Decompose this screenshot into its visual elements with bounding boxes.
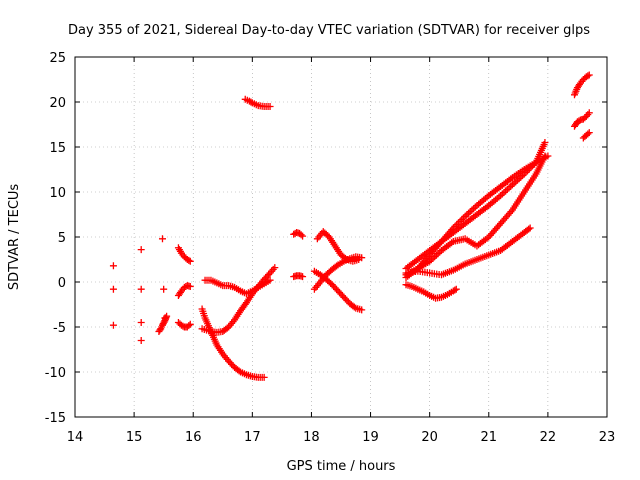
data-point bbox=[525, 225, 533, 233]
data-point bbox=[160, 285, 168, 293]
data-point bbox=[186, 257, 194, 265]
y-tick-label: -15 bbox=[45, 411, 66, 426]
x-tick-label: 19 bbox=[362, 430, 379, 445]
x-tick-label: 21 bbox=[481, 430, 498, 445]
y-tick-labels: -15 -10 -5 0 5 10 15 20 25 bbox=[45, 51, 66, 426]
data-point bbox=[584, 72, 592, 80]
x-tick-label: 23 bbox=[599, 430, 616, 445]
data-point bbox=[160, 318, 168, 326]
y-tick-label: 15 bbox=[49, 141, 66, 156]
x-tick-label: 17 bbox=[244, 430, 261, 445]
data-point bbox=[137, 319, 145, 326]
data-point bbox=[541, 139, 549, 146]
data-point bbox=[297, 231, 305, 239]
data-point bbox=[451, 286, 459, 294]
y-tick-label: 25 bbox=[49, 51, 66, 66]
data-point bbox=[585, 129, 593, 137]
x-axis-label: GPS time / hours bbox=[287, 459, 396, 474]
data-point bbox=[109, 262, 117, 270]
data-point bbox=[186, 320, 194, 328]
data-point bbox=[109, 321, 117, 329]
data-point bbox=[163, 312, 171, 320]
x-tick-label: 22 bbox=[540, 430, 557, 445]
data-points bbox=[109, 71, 593, 381]
y-axis-label: SDTVAR / TECUs bbox=[7, 184, 22, 291]
data-point bbox=[109, 285, 117, 293]
data-point bbox=[158, 235, 166, 243]
data-point bbox=[585, 109, 593, 117]
x-tick-label: 18 bbox=[303, 430, 320, 445]
y-tick-label: -5 bbox=[53, 321, 66, 336]
chart-title: Day 355 of 2021, Sidereal Day-to-day VTE… bbox=[68, 23, 590, 38]
data-point bbox=[185, 322, 193, 330]
data-point bbox=[137, 246, 145, 254]
y-tick-label: 10 bbox=[49, 186, 66, 201]
data-point bbox=[137, 337, 145, 344]
x-tick-label: 15 bbox=[126, 430, 143, 445]
x-tick-label: 14 bbox=[67, 430, 84, 445]
data-point bbox=[186, 283, 194, 290]
y-tick-label: -10 bbox=[45, 366, 66, 381]
data-point bbox=[584, 130, 592, 138]
data-point bbox=[185, 256, 193, 264]
y-tick-label: 5 bbox=[58, 231, 66, 246]
data-point bbox=[159, 320, 167, 328]
data-point bbox=[452, 285, 460, 293]
data-point bbox=[358, 306, 366, 314]
data-point bbox=[158, 321, 166, 329]
data-point bbox=[585, 71, 593, 79]
y-tick-label: 20 bbox=[49, 96, 66, 111]
x-tick-label: 16 bbox=[185, 430, 202, 445]
grid bbox=[75, 57, 607, 417]
data-point bbox=[526, 224, 534, 232]
plot-frame bbox=[74, 56, 608, 418]
y-tick-label: 0 bbox=[58, 276, 66, 291]
data-point bbox=[358, 254, 366, 262]
data-point bbox=[541, 152, 549, 160]
data-point bbox=[271, 264, 279, 272]
data-point bbox=[137, 285, 145, 293]
data-point bbox=[266, 276, 274, 284]
data-point bbox=[266, 103, 274, 110]
x-tick-labels: 14 15 16 17 18 19 20 21 22 23 bbox=[67, 430, 616, 445]
data-point bbox=[265, 271, 273, 279]
x-tick-label: 20 bbox=[421, 430, 438, 445]
data-point bbox=[299, 232, 307, 240]
data-point bbox=[299, 273, 307, 281]
data-point bbox=[260, 373, 268, 381]
